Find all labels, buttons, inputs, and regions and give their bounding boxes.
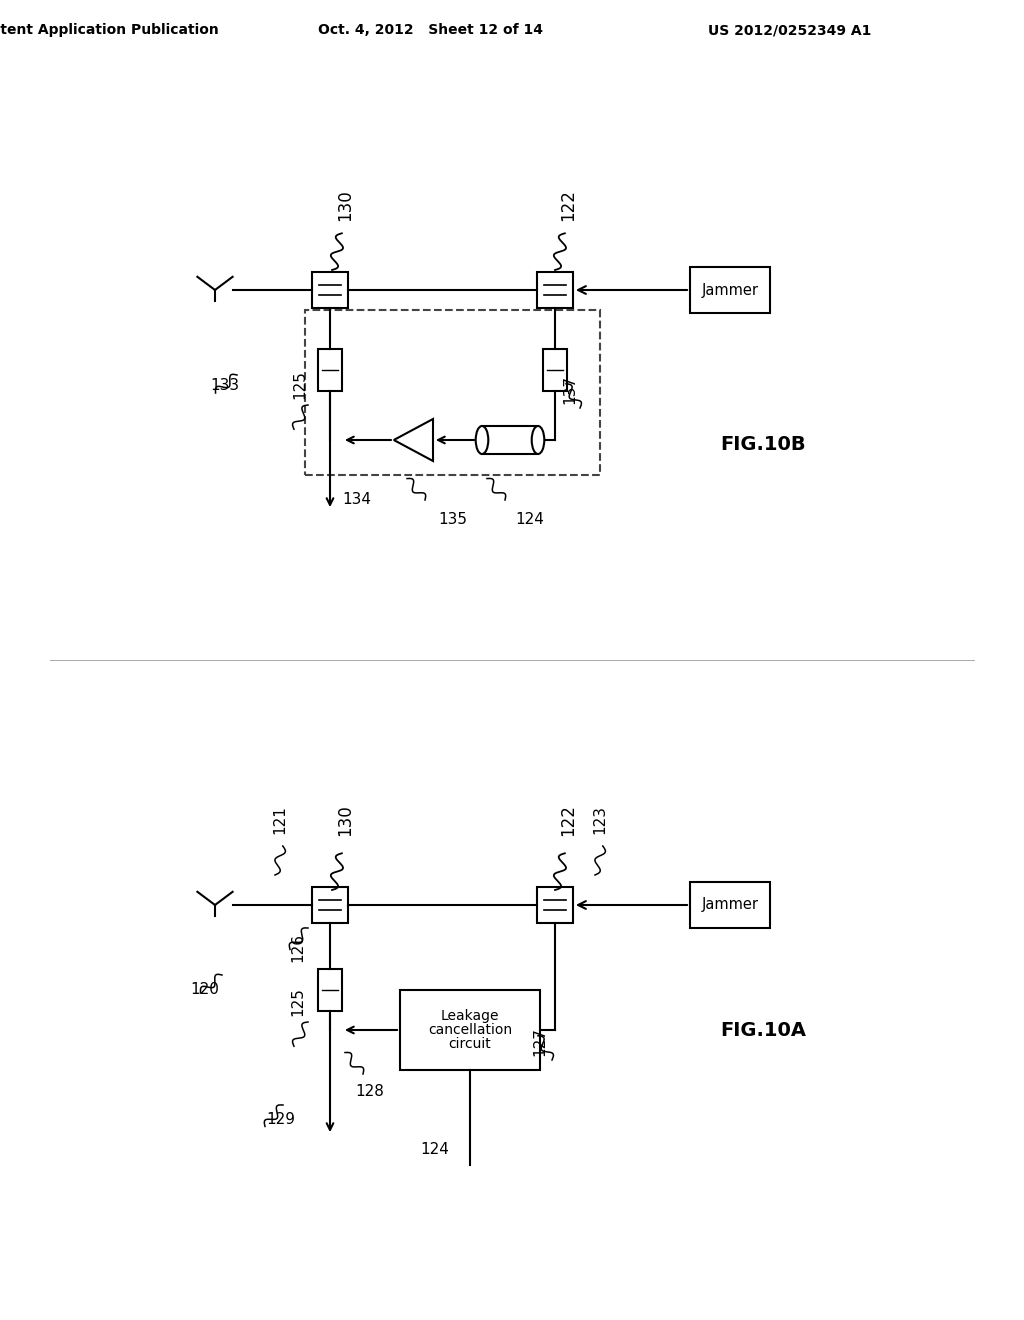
Text: Oct. 4, 2012   Sheet 12 of 14: Oct. 4, 2012 Sheet 12 of 14 bbox=[317, 22, 543, 37]
Text: 121: 121 bbox=[272, 805, 288, 834]
Text: FIG.10A: FIG.10A bbox=[720, 1020, 806, 1040]
Text: 133: 133 bbox=[211, 378, 240, 392]
Text: 122: 122 bbox=[559, 189, 577, 220]
Text: US 2012/0252349 A1: US 2012/0252349 A1 bbox=[709, 22, 871, 37]
FancyBboxPatch shape bbox=[318, 348, 342, 391]
FancyBboxPatch shape bbox=[537, 887, 573, 923]
Text: 124: 124 bbox=[515, 512, 544, 528]
FancyBboxPatch shape bbox=[543, 348, 567, 391]
Text: 129: 129 bbox=[266, 1113, 295, 1127]
Text: Patent Application Publication: Patent Application Publication bbox=[0, 22, 219, 37]
FancyBboxPatch shape bbox=[312, 887, 348, 923]
Text: 123: 123 bbox=[593, 805, 607, 834]
FancyBboxPatch shape bbox=[690, 882, 770, 928]
Text: 120: 120 bbox=[190, 982, 219, 998]
FancyBboxPatch shape bbox=[690, 267, 770, 313]
Text: 135: 135 bbox=[438, 512, 467, 528]
Ellipse shape bbox=[476, 426, 488, 454]
FancyBboxPatch shape bbox=[318, 969, 342, 1011]
FancyBboxPatch shape bbox=[400, 990, 540, 1071]
Text: 125: 125 bbox=[291, 987, 305, 1016]
Text: 130: 130 bbox=[336, 189, 354, 220]
Text: 137: 137 bbox=[562, 375, 578, 404]
FancyBboxPatch shape bbox=[482, 426, 538, 454]
Text: 126: 126 bbox=[291, 933, 305, 962]
Text: Jammer: Jammer bbox=[701, 282, 759, 297]
FancyBboxPatch shape bbox=[537, 272, 573, 308]
Text: Jammer: Jammer bbox=[701, 898, 759, 912]
Text: 127: 127 bbox=[532, 1027, 548, 1056]
Text: 134: 134 bbox=[342, 492, 371, 507]
Text: FIG.10B: FIG.10B bbox=[720, 436, 806, 454]
Text: cancellation: cancellation bbox=[428, 1023, 512, 1038]
Ellipse shape bbox=[531, 426, 545, 454]
Text: Leakage: Leakage bbox=[440, 1008, 500, 1023]
Text: 130: 130 bbox=[336, 804, 354, 836]
Text: circuit: circuit bbox=[449, 1038, 492, 1051]
Text: 122: 122 bbox=[559, 804, 577, 836]
Text: 124: 124 bbox=[420, 1143, 449, 1158]
Text: 125: 125 bbox=[293, 371, 307, 400]
Text: 128: 128 bbox=[355, 1085, 384, 1100]
FancyBboxPatch shape bbox=[312, 272, 348, 308]
